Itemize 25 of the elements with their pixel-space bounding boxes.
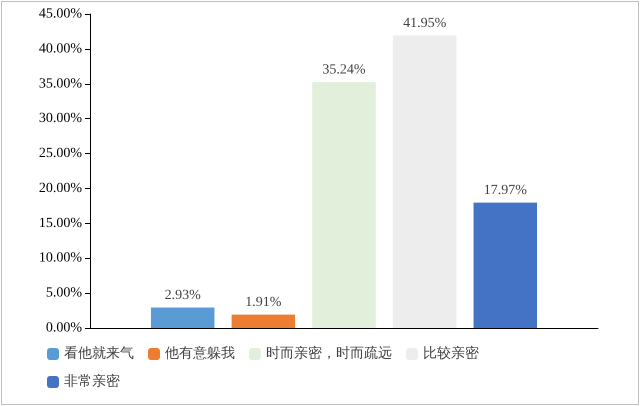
data-label: 2.93% [164,288,202,304]
y-tick-label: 35.00% [38,76,82,92]
bar [392,35,456,328]
bar [232,314,296,328]
legend-label: 看他就来气 [64,346,134,362]
data-label: 35.24% [322,62,366,78]
data-label: 17.97% [484,183,528,198]
data-label: 1.91% [245,295,282,310]
legend-label: 非常亲密 [64,374,120,390]
legend-label: 时而亲密，时而疏远 [266,346,392,362]
bar [474,202,538,328]
y-tick-label: 5.00% [46,286,82,301]
bar [312,82,376,328]
bar [150,308,214,328]
y-tick-label: 25.00% [38,146,82,162]
legend-label: 他有意躲我 [165,346,235,362]
y-tick-label: 10.00% [38,250,82,266]
y-tick-label: 40.00% [38,41,82,56]
y-tick-label: 20.00% [38,180,82,196]
y-tick-label: 30.00% [38,111,82,126]
legend-label: 比较亲密 [423,346,479,362]
y-tick-label: 0.00% [46,320,82,336]
y-tick-label: 45.00% [38,6,82,22]
y-tick-label: 15.00% [38,216,82,231]
data-label: 41.95% [403,16,447,31]
